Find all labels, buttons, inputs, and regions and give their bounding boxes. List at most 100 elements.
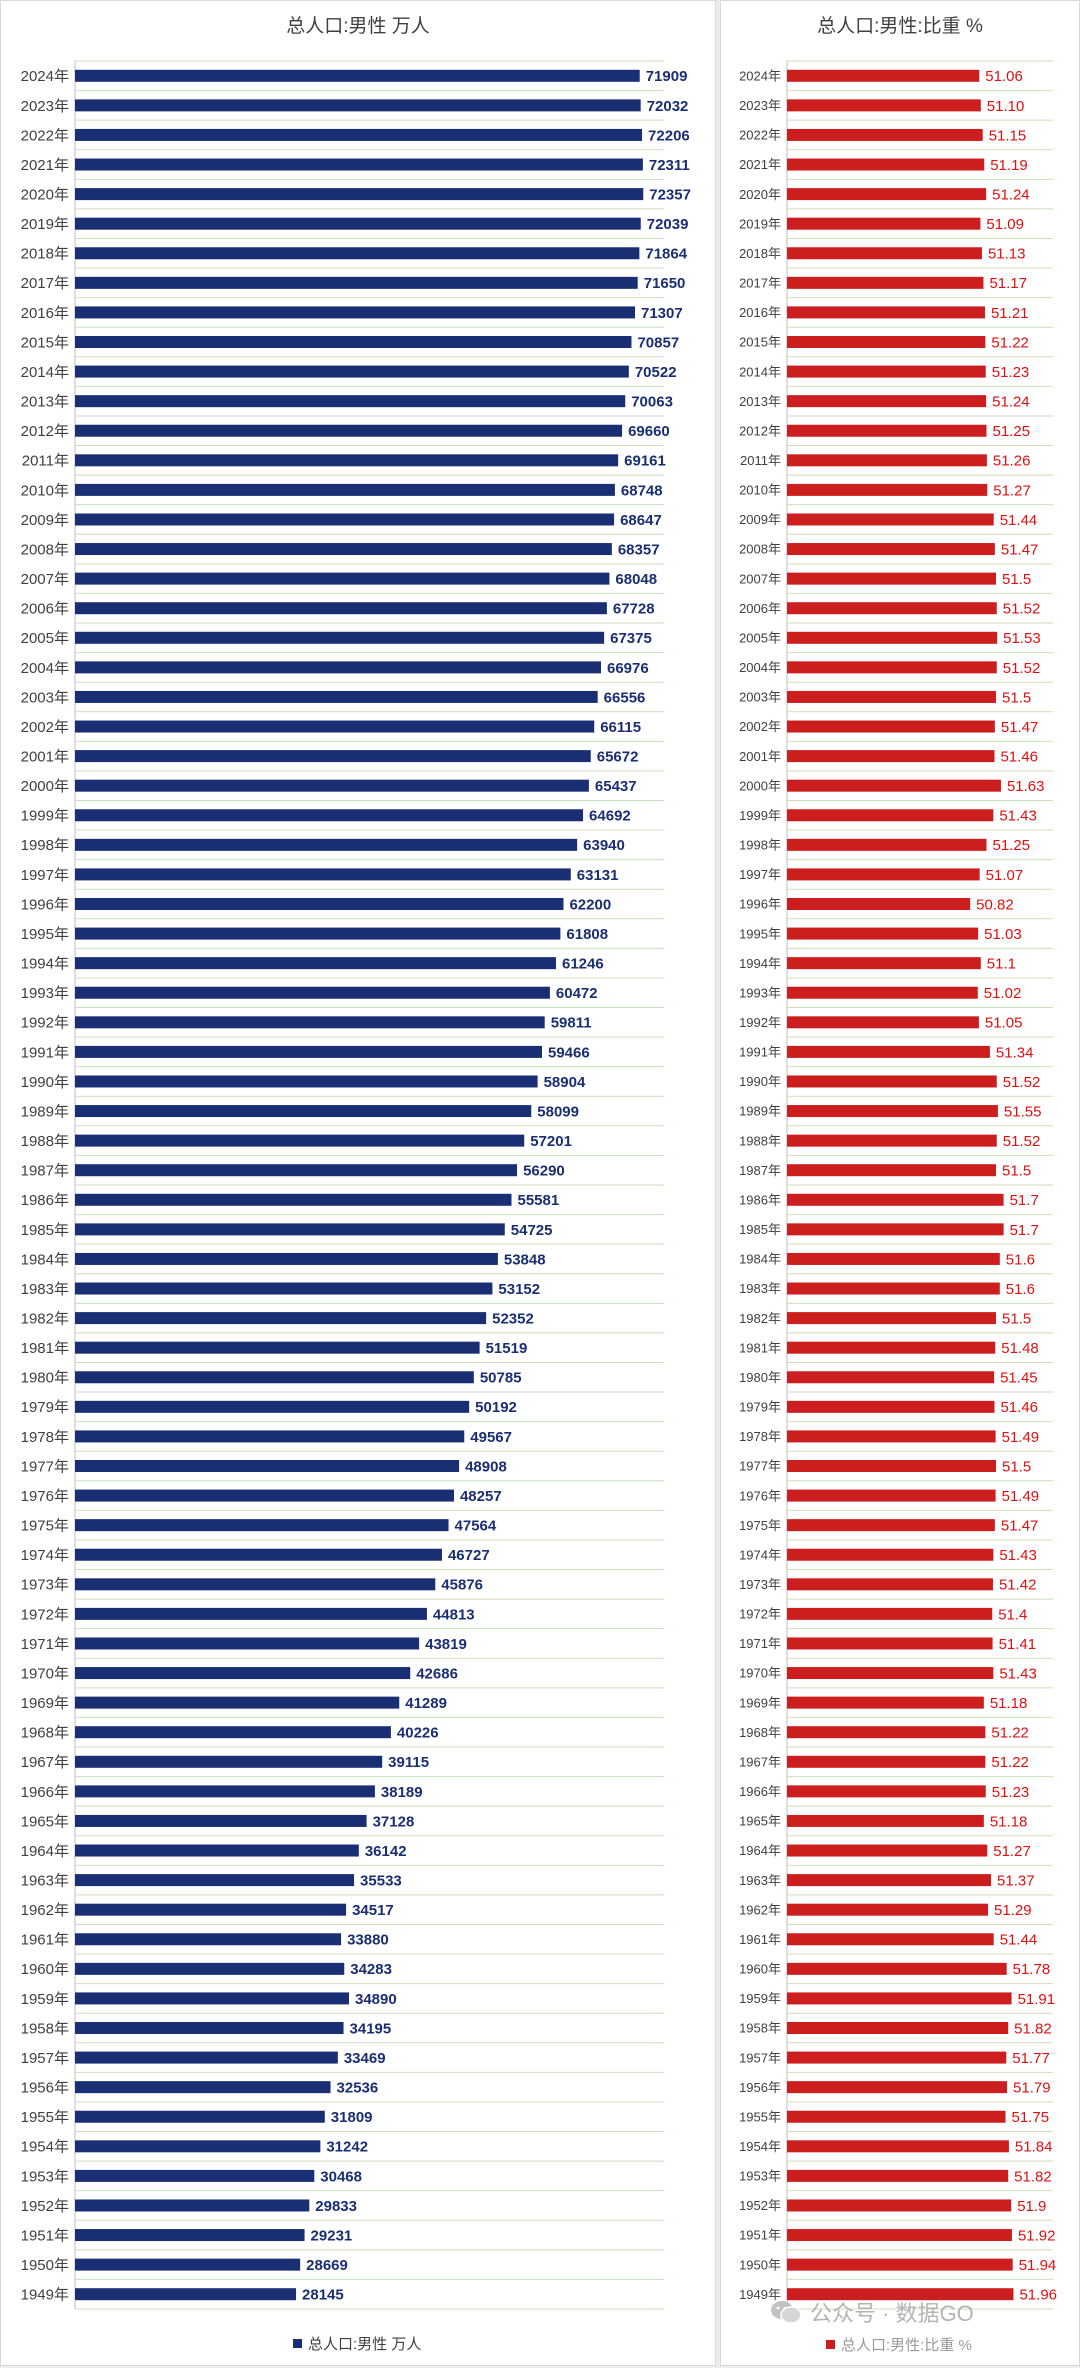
bar bbox=[787, 986, 978, 999]
bar bbox=[75, 2288, 297, 2301]
data-label: 51.6 bbox=[1006, 1251, 1035, 1268]
data-label: 51.52 bbox=[1003, 601, 1041, 618]
y-tick-label: 1986年 bbox=[739, 1192, 781, 1207]
data-label: 51.27 bbox=[993, 1843, 1031, 1860]
data-label: 51.5 bbox=[1002, 571, 1031, 588]
data-label: 64692 bbox=[589, 808, 631, 825]
data-label: 35533 bbox=[360, 1873, 402, 1890]
y-tick-label: 1990年 bbox=[739, 1074, 781, 1089]
bar bbox=[787, 898, 971, 910]
y-tick-label: 2017年 bbox=[21, 275, 69, 292]
bar bbox=[75, 1962, 345, 1975]
y-tick-label: 2008年 bbox=[21, 541, 69, 558]
bar bbox=[787, 2258, 1013, 2271]
data-label: 65437 bbox=[595, 778, 637, 795]
data-label: 51.82 bbox=[1014, 2168, 1052, 2185]
data-label: 51.79 bbox=[1013, 2080, 1051, 2097]
wechat-icon bbox=[770, 2299, 802, 2325]
bar bbox=[787, 1045, 990, 1058]
data-label: 58099 bbox=[537, 1103, 579, 1120]
bar bbox=[75, 1312, 487, 1325]
bar bbox=[787, 690, 996, 703]
bar bbox=[787, 1696, 984, 1709]
y-tick-label: 1968年 bbox=[21, 1725, 69, 1742]
y-tick-label: 1961年 bbox=[21, 1932, 69, 1949]
bar bbox=[787, 1667, 994, 1680]
y-tick-label: 1953年 bbox=[739, 2169, 781, 2184]
data-label: 51.25 bbox=[993, 837, 1031, 854]
data-label: 71307 bbox=[641, 305, 683, 322]
y-tick-label: 1949年 bbox=[21, 2287, 69, 2304]
y-tick-label: 1952年 bbox=[739, 2198, 781, 2213]
bar bbox=[787, 1400, 995, 1413]
bar bbox=[75, 1933, 342, 1946]
bar bbox=[75, 1460, 460, 1472]
bar bbox=[787, 779, 1001, 792]
y-tick-label: 2014年 bbox=[739, 364, 781, 379]
data-label: 63131 bbox=[577, 867, 619, 884]
data-label: 51.5 bbox=[1002, 1311, 1031, 1328]
data-label: 72032 bbox=[647, 98, 689, 115]
y-tick-label: 2016年 bbox=[739, 305, 781, 320]
y-tick-label: 1954年 bbox=[21, 2139, 69, 2156]
y-tick-label: 1966年 bbox=[21, 1784, 69, 1801]
bar bbox=[75, 1607, 427, 1620]
bar bbox=[75, 276, 638, 289]
y-tick-label: 1957年 bbox=[739, 2050, 781, 2065]
y-tick-label: 1981年 bbox=[21, 1340, 69, 1357]
bar bbox=[75, 1844, 359, 1857]
data-label: 71864 bbox=[645, 246, 687, 263]
bar bbox=[787, 336, 986, 348]
data-label: 51.6 bbox=[1006, 1281, 1035, 1298]
bar bbox=[75, 2110, 325, 2123]
y-tick-label: 2013年 bbox=[21, 394, 69, 411]
y-tick-label: 1983年 bbox=[739, 1281, 781, 1296]
bar bbox=[787, 1874, 992, 1887]
y-tick-label: 2018年 bbox=[21, 246, 69, 263]
y-tick-label: 1994年 bbox=[739, 956, 781, 971]
y-tick-label: 1996年 bbox=[739, 897, 781, 912]
bar bbox=[787, 424, 987, 437]
bar bbox=[75, 720, 595, 733]
y-tick-label: 1987年 bbox=[739, 1163, 781, 1178]
y-tick-label: 1988年 bbox=[21, 1133, 69, 1150]
data-label: 51.78 bbox=[1013, 1961, 1051, 1978]
bar bbox=[75, 750, 591, 763]
data-label: 51.23 bbox=[992, 1784, 1030, 1801]
y-tick-label: 1980年 bbox=[739, 1370, 781, 1385]
y-tick-label: 2006年 bbox=[21, 601, 69, 618]
y-tick-label: 1964年 bbox=[21, 1843, 69, 1860]
y-tick-label: 2022年 bbox=[21, 127, 69, 144]
bar bbox=[75, 1341, 480, 1354]
bar bbox=[75, 543, 612, 556]
y-tick-label: 1973年 bbox=[739, 1577, 781, 1592]
data-label: 51.82 bbox=[1014, 2020, 1052, 2037]
bar bbox=[75, 809, 584, 822]
data-label: 51.92 bbox=[1018, 2227, 1056, 2244]
y-tick-label: 1951年 bbox=[21, 2227, 69, 2244]
bar bbox=[787, 927, 979, 940]
bar bbox=[75, 188, 644, 201]
data-label: 51.22 bbox=[991, 334, 1029, 351]
bar bbox=[787, 572, 996, 585]
data-label: 46727 bbox=[448, 1547, 490, 1564]
bar bbox=[75, 1548, 442, 1561]
male-share-chart-panel: 总人口:男性:比重 % 2024年 51.06 2023年 51.10 2022年 51.… bbox=[720, 0, 1080, 2366]
bar bbox=[787, 1105, 998, 1118]
y-tick-label: 1970年 bbox=[21, 1665, 69, 1682]
bar bbox=[75, 1164, 518, 1177]
bar bbox=[787, 1992, 1012, 2005]
bar bbox=[75, 1400, 470, 1413]
data-label: 51.44 bbox=[1000, 1932, 1038, 1949]
y-tick-label: 1983年 bbox=[21, 1281, 69, 1298]
bar bbox=[787, 1460, 996, 1472]
data-label: 51.26 bbox=[993, 453, 1031, 470]
y-tick-label: 2001年 bbox=[739, 749, 781, 764]
y-tick-label: 2018年 bbox=[739, 246, 781, 261]
bar bbox=[75, 1371, 474, 1384]
y-tick-label: 1965年 bbox=[21, 1813, 69, 1830]
legend-swatch bbox=[826, 2340, 835, 2349]
data-label: 51.46 bbox=[1000, 1399, 1038, 1416]
y-tick-label: 2003年 bbox=[739, 690, 781, 705]
data-label: 51.4 bbox=[998, 1606, 1027, 1623]
